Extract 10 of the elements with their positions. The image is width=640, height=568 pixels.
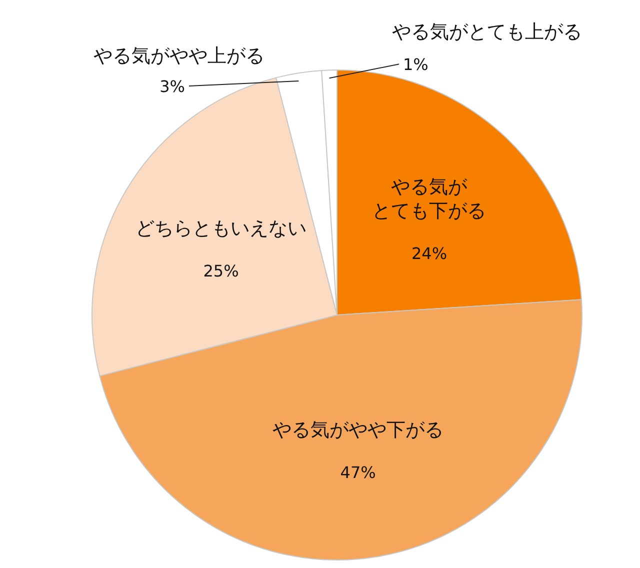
data-label: 47% — [340, 463, 376, 482]
slice-label: やる気がやや上がる — [94, 45, 264, 68]
slice-label: どちらともいえない — [136, 217, 307, 240]
slice-label: やる気がとても下がる — [372, 176, 486, 222]
slice-label: やる気がとても上がる — [392, 21, 582, 44]
data-label: 24% — [411, 244, 448, 263]
slice-label: やる気がやや下がる — [272, 419, 444, 442]
data-label: 1% — [403, 55, 428, 74]
data-label: 25% — [203, 261, 239, 280]
data-label: 3% — [160, 77, 185, 96]
